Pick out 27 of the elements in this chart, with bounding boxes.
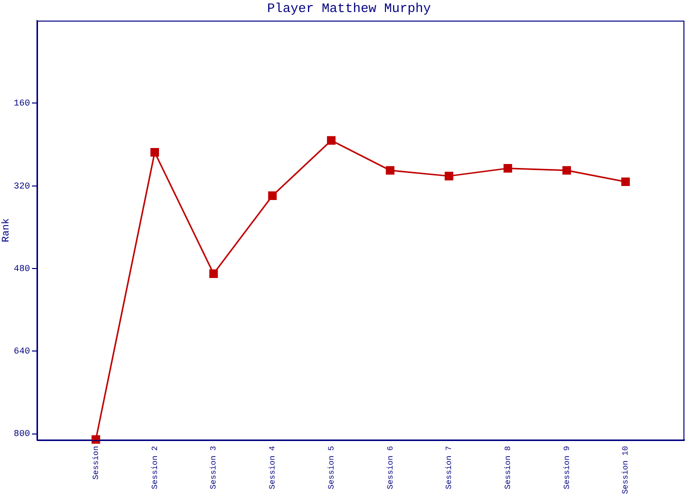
y-tick-label: 800 xyxy=(14,429,30,440)
x-tick-label: Session 9 xyxy=(562,446,572,490)
point xyxy=(504,164,512,173)
y-axis-title: Rank xyxy=(0,218,13,242)
y-tick-label: 320 xyxy=(14,181,30,192)
y-tick-label: 480 xyxy=(14,264,30,274)
point xyxy=(562,166,571,175)
x-tick-label: Session 2 xyxy=(150,446,160,490)
x-tick-label: Session xyxy=(92,446,101,480)
x-tick-label: Session 4 xyxy=(268,446,278,490)
point xyxy=(209,269,218,278)
point xyxy=(444,172,454,180)
point xyxy=(92,435,100,444)
point xyxy=(326,136,336,145)
point xyxy=(621,177,630,186)
chart-title: Player Matthew Murphy xyxy=(267,1,432,16)
x-tick-label: Session 7 xyxy=(445,446,454,490)
x-tick-label: Session 6 xyxy=(386,446,396,490)
point xyxy=(386,166,394,175)
y-tick-label: 160 xyxy=(14,98,30,109)
point xyxy=(268,191,277,200)
x-tick-label: Session 10 xyxy=(622,446,631,494)
y-tick-label: 640 xyxy=(14,346,30,357)
x-tick-label: Session 8 xyxy=(504,446,513,490)
point xyxy=(150,148,159,157)
x-tick-label: Session 5 xyxy=(327,446,336,490)
x-tick-label: Session 3 xyxy=(210,446,219,490)
